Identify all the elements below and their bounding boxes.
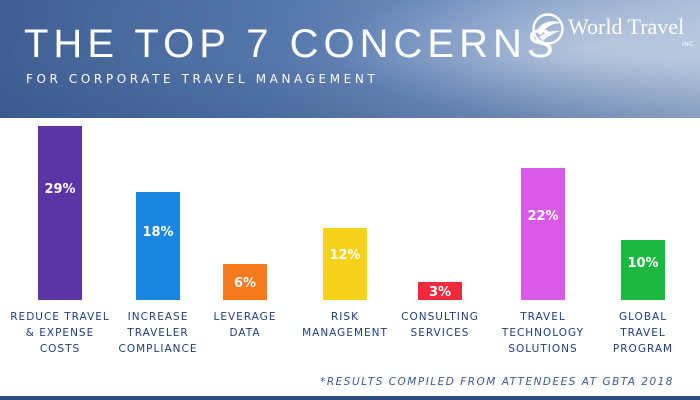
category-label-3-line-2: DATA (229, 327, 260, 339)
category-label-2-line-1: INCREASE (128, 311, 189, 323)
world-travel-logo: World Travel INC. (530, 10, 697, 50)
category-label-7-line-2: TRAVEL (619, 327, 665, 339)
category-labels-group: REDUCE TRAVEL & EXPENSE COSTS INCREASE TRAVE… (10, 311, 673, 355)
bar-7 (621, 240, 665, 300)
concerns-bar-chart: 29% 18% 6% 12% 3% 22% 10% REDUCE TRAVEL & EXPEN… (10, 126, 673, 355)
value-label-4: 12% (329, 248, 360, 263)
logo-suffix: INC. (682, 41, 697, 48)
category-label-4-line-2: MANAGEMENT (302, 327, 388, 339)
bar-1 (38, 126, 82, 300)
value-labels-group: 29% 18% 6% 12% 3% 22% 10% (44, 182, 658, 300)
value-label-1: 29% (44, 182, 75, 197)
bars-group (38, 126, 665, 300)
globe-swirl-icon (532, 13, 564, 45)
bar-3 (223, 264, 267, 300)
category-label-1-line-2: & EXPENSE (26, 327, 94, 339)
value-label-6: 22% (527, 209, 558, 224)
category-label-1-line-1: REDUCE TRAVEL (10, 311, 109, 323)
bar-2 (136, 192, 180, 300)
value-label-2: 18% (142, 225, 173, 240)
category-label-6-line-1: TRAVEL (519, 311, 565, 323)
bar-4 (323, 228, 367, 300)
header-shade (0, 60, 700, 118)
header-haze (330, 0, 700, 118)
category-label-2-line-3: COMPLIANCE (119, 343, 198, 355)
footnote: *RESULTS COMPILED FROM ATTENDEES AT GBTA… (320, 376, 674, 388)
value-label-5: 3% (429, 285, 451, 300)
category-label-1-line-3: COSTS (40, 343, 80, 355)
category-label-7-line-3: PROGRAM (613, 343, 673, 355)
category-label-6-line-3: SOLUTIONS (508, 343, 577, 355)
value-label-7: 10% (627, 256, 658, 271)
page-title: THE TOP 7 CONCERNS (24, 22, 559, 66)
category-label-5-line-2: SERVICES (411, 327, 470, 339)
bar-5 (418, 282, 462, 300)
category-label-4-line-1: RISK (331, 311, 359, 323)
category-label-5-line-1: CONSULTING (401, 311, 479, 323)
header-banner: THE TOP 7 CONCERNS FOR CORPORATE TRAVEL … (0, 0, 700, 118)
category-label-7-line-1: GLOBAL (619, 311, 667, 323)
page-subtitle: FOR CORPORATE TRAVEL MANAGEMENT (26, 72, 379, 86)
category-label-6-line-2: TECHNOLOGY (501, 327, 584, 339)
bottom-bar (0, 396, 700, 400)
category-label-2-line-2: TRAVELER (126, 327, 188, 339)
logo-name: World Travel (568, 14, 685, 39)
category-label-3-line-1: LEVERAGE (214, 311, 277, 323)
bar-6 (521, 168, 565, 300)
value-label-3: 6% (234, 276, 256, 291)
